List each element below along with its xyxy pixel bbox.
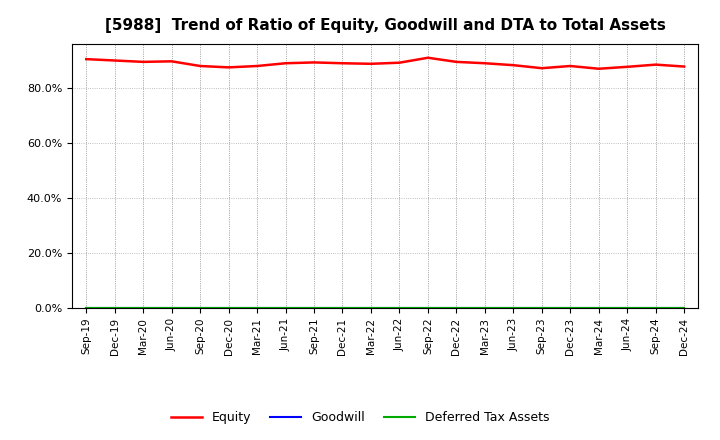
- Deferred Tax Assets: [595, 305, 603, 311]
- Deferred Tax Assets: [338, 305, 347, 311]
- Equity: [480, 61, 489, 66]
- Equity: [167, 59, 176, 64]
- Goodwill: [680, 305, 688, 311]
- Equity: [196, 63, 204, 69]
- Deferred Tax Assets: [423, 305, 432, 311]
- Goodwill: [366, 305, 375, 311]
- Deferred Tax Assets: [395, 305, 404, 311]
- Goodwill: [139, 305, 148, 311]
- Equity: [680, 64, 688, 69]
- Equity: [139, 59, 148, 65]
- Goodwill: [395, 305, 404, 311]
- Equity: [110, 58, 119, 63]
- Deferred Tax Assets: [480, 305, 489, 311]
- Equity: [338, 61, 347, 66]
- Deferred Tax Assets: [366, 305, 375, 311]
- Equity: [509, 62, 518, 68]
- Equity: [310, 60, 318, 65]
- Goodwill: [253, 305, 261, 311]
- Equity: [652, 62, 660, 67]
- Deferred Tax Assets: [82, 305, 91, 311]
- Equity: [253, 63, 261, 69]
- Equity: [537, 66, 546, 71]
- Equity: [225, 65, 233, 70]
- Goodwill: [623, 305, 631, 311]
- Line: Equity: Equity: [86, 58, 684, 69]
- Goodwill: [167, 305, 176, 311]
- Goodwill: [225, 305, 233, 311]
- Goodwill: [282, 305, 290, 311]
- Goodwill: [338, 305, 347, 311]
- Title: [5988]  Trend of Ratio of Equity, Goodwill and DTA to Total Assets: [5988] Trend of Ratio of Equity, Goodwil…: [105, 18, 665, 33]
- Deferred Tax Assets: [623, 305, 631, 311]
- Goodwill: [595, 305, 603, 311]
- Deferred Tax Assets: [282, 305, 290, 311]
- Goodwill: [652, 305, 660, 311]
- Deferred Tax Assets: [310, 305, 318, 311]
- Deferred Tax Assets: [110, 305, 119, 311]
- Deferred Tax Assets: [167, 305, 176, 311]
- Deferred Tax Assets: [509, 305, 518, 311]
- Deferred Tax Assets: [253, 305, 261, 311]
- Goodwill: [566, 305, 575, 311]
- Equity: [395, 60, 404, 65]
- Equity: [452, 59, 461, 65]
- Deferred Tax Assets: [680, 305, 688, 311]
- Goodwill: [509, 305, 518, 311]
- Deferred Tax Assets: [225, 305, 233, 311]
- Equity: [366, 61, 375, 66]
- Equity: [282, 61, 290, 66]
- Goodwill: [480, 305, 489, 311]
- Legend: Equity, Goodwill, Deferred Tax Assets: Equity, Goodwill, Deferred Tax Assets: [166, 407, 554, 429]
- Deferred Tax Assets: [537, 305, 546, 311]
- Equity: [423, 55, 432, 60]
- Equity: [566, 63, 575, 69]
- Deferred Tax Assets: [452, 305, 461, 311]
- Deferred Tax Assets: [139, 305, 148, 311]
- Goodwill: [310, 305, 318, 311]
- Goodwill: [196, 305, 204, 311]
- Deferred Tax Assets: [566, 305, 575, 311]
- Equity: [82, 56, 91, 62]
- Goodwill: [82, 305, 91, 311]
- Deferred Tax Assets: [652, 305, 660, 311]
- Goodwill: [452, 305, 461, 311]
- Equity: [595, 66, 603, 71]
- Goodwill: [537, 305, 546, 311]
- Deferred Tax Assets: [196, 305, 204, 311]
- Goodwill: [423, 305, 432, 311]
- Goodwill: [110, 305, 119, 311]
- Equity: [623, 64, 631, 70]
